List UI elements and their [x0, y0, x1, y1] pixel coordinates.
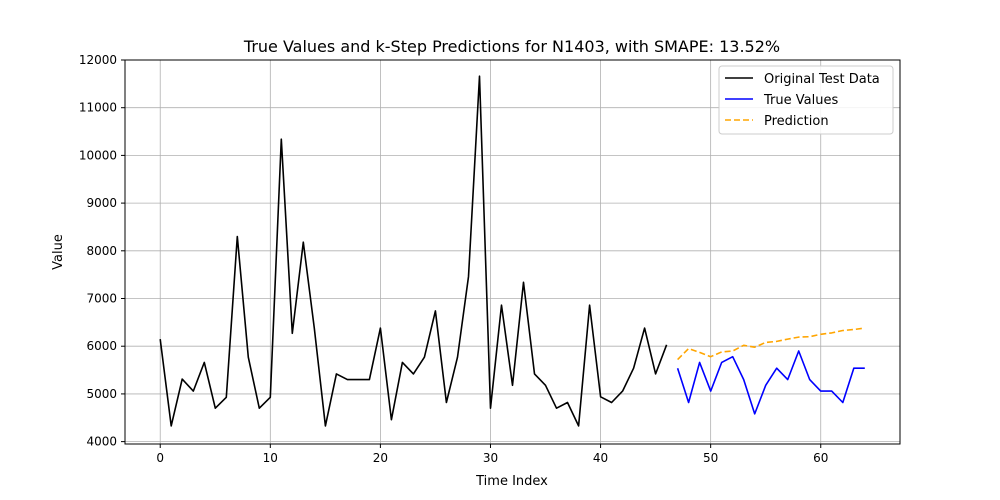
- legend-label: Prediction: [764, 114, 829, 129]
- y-tick-label: 7000: [86, 292, 117, 306]
- y-axis-label: Value: [51, 234, 66, 270]
- series-line-1: [676, 350, 865, 415]
- y-axis: 4000 5000 6000 7000 8000 9000 10000 11000 12000: [79, 53, 125, 449]
- series-line-0: [159, 75, 668, 427]
- y-tick-label: 10000: [79, 148, 117, 162]
- chart-title: True Values and k-Step Predictions for N…: [243, 37, 780, 56]
- grid-lines: [125, 59, 900, 444]
- legend-box: [718, 65, 894, 135]
- series-line-2: [677, 327, 865, 361]
- x-tick-label: 0: [156, 451, 164, 465]
- legend-label: Original Test Data: [764, 72, 880, 87]
- y-tick-label: 8000: [86, 244, 117, 258]
- legend: Original Test Data True Values Prediction: [718, 65, 894, 135]
- x-axis: 0 10 20 30 40 50 60: [156, 444, 828, 465]
- plot-frame: [124, 59, 901, 445]
- y-tick-label: 12000: [79, 53, 117, 67]
- series-layer: [159, 75, 865, 427]
- x-axis-label: Time Index: [475, 474, 548, 489]
- y-tick-label: 9000: [86, 196, 117, 210]
- y-tick-label: 5000: [86, 387, 117, 401]
- y-tick-label: 11000: [79, 101, 117, 115]
- x-tick-label: 40: [593, 451, 608, 465]
- y-tick-label: 4000: [86, 435, 117, 449]
- x-tick-label: 30: [483, 451, 498, 465]
- x-tick-label: 60: [813, 451, 828, 465]
- x-tick-label: 50: [703, 451, 718, 465]
- x-tick-label: 10: [263, 451, 278, 465]
- y-tick-label: 6000: [86, 339, 117, 353]
- x-tick-label: 20: [373, 451, 388, 465]
- legend-label: True Values: [763, 93, 838, 108]
